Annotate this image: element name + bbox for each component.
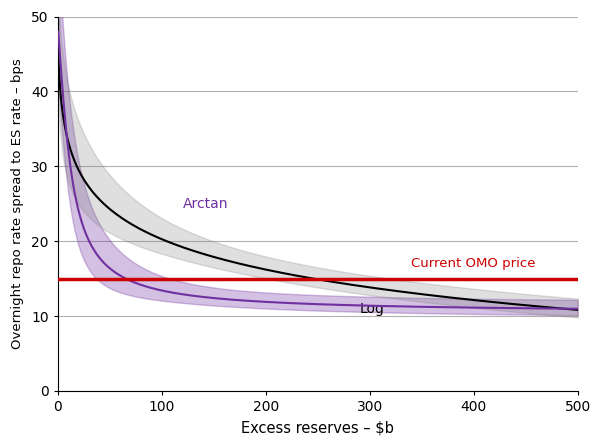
Text: Current OMO price: Current OMO price [411, 257, 536, 270]
Y-axis label: Overnight repo rate spread to ES rate – bps: Overnight repo rate spread to ES rate – … [11, 59, 24, 349]
Text: Arctan: Arctan [182, 197, 228, 211]
Text: Log: Log [359, 302, 384, 316]
X-axis label: Excess reserves – $b: Excess reserves – $b [241, 421, 394, 436]
